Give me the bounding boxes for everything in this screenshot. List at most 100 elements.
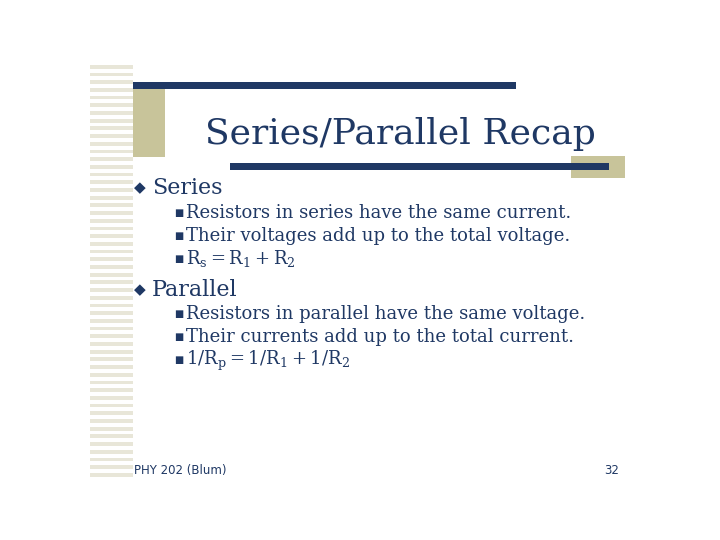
Bar [90, 165, 132, 169]
Bar [90, 200, 132, 204]
Bar [90, 300, 132, 303]
Bar [90, 173, 132, 177]
Text: Their voltages add up to the total voltage.: Their voltages add up to the total volta… [186, 227, 570, 245]
Bar [90, 338, 132, 342]
Bar [90, 303, 132, 307]
Bar [90, 80, 132, 84]
Bar [90, 253, 132, 257]
Bar [90, 450, 132, 454]
Bar [90, 92, 132, 96]
Text: ■: ■ [174, 208, 183, 218]
Bar [90, 319, 132, 323]
Bar [90, 130, 132, 134]
Bar [90, 408, 132, 411]
Bar [90, 107, 132, 111]
Text: PHY 202 (Blum): PHY 202 (Blum) [134, 464, 227, 477]
Bar [90, 427, 132, 430]
Bar [90, 354, 132, 357]
Bar [90, 103, 132, 107]
Bar [90, 111, 132, 115]
Bar [132, 82, 165, 157]
Bar [90, 192, 132, 195]
Bar [90, 88, 132, 92]
Bar [230, 164, 609, 170]
Bar [90, 150, 132, 153]
Bar [90, 473, 132, 477]
Text: ◆: ◆ [134, 282, 146, 297]
Text: 32: 32 [604, 464, 618, 477]
Bar [90, 276, 132, 280]
Bar [90, 392, 132, 396]
Bar [90, 84, 132, 88]
Bar [90, 273, 132, 276]
Text: Series: Series [152, 177, 222, 199]
Bar [90, 434, 132, 438]
Bar [90, 242, 132, 246]
Bar [90, 288, 132, 292]
Bar [90, 184, 132, 188]
Text: Parallel: Parallel [152, 279, 238, 301]
Text: ■: ■ [174, 333, 183, 342]
Bar [90, 438, 132, 442]
Bar [132, 82, 516, 89]
Bar [90, 265, 132, 269]
Bar [90, 384, 132, 388]
Bar [90, 296, 132, 300]
Bar [90, 207, 132, 211]
Text: ◆: ◆ [134, 180, 146, 195]
Bar [90, 115, 132, 119]
Bar [90, 346, 132, 350]
Bar [90, 400, 132, 403]
Bar [90, 381, 132, 384]
Bar [90, 292, 132, 296]
Bar [90, 361, 132, 365]
Text: $\mathregular{R_s = R_1 + R_2}$: $\mathregular{R_s = R_1 + R_2}$ [186, 248, 296, 269]
Text: ■: ■ [174, 355, 183, 366]
Bar [90, 330, 132, 334]
Bar [90, 307, 132, 311]
Bar [90, 403, 132, 408]
Bar [90, 269, 132, 273]
Bar [90, 419, 132, 423]
Bar [90, 465, 132, 469]
Bar [90, 469, 132, 473]
Bar [90, 222, 132, 226]
Bar [90, 334, 132, 338]
Bar [90, 415, 132, 419]
Bar [90, 342, 132, 346]
Bar [90, 180, 132, 184]
Bar [90, 96, 132, 99]
Bar [90, 280, 132, 284]
Bar [90, 246, 132, 249]
Bar [90, 177, 132, 180]
Bar [90, 461, 132, 465]
Bar [90, 157, 132, 161]
Bar [90, 188, 132, 192]
Bar [90, 411, 132, 415]
Text: Their currents add up to the total current.: Their currents add up to the total curre… [186, 328, 574, 346]
Bar [90, 195, 132, 200]
Bar [90, 369, 132, 373]
Bar [90, 365, 132, 369]
Bar [90, 231, 132, 234]
Bar [90, 377, 132, 381]
Bar [90, 134, 132, 138]
Text: $\mathregular{1/R_p = 1/R_1 + 1/R_2}$: $\mathregular{1/R_p = 1/R_1 + 1/R_2}$ [186, 348, 350, 373]
Bar [90, 211, 132, 215]
Text: ■: ■ [174, 231, 183, 241]
Text: ■: ■ [174, 254, 183, 264]
Bar [90, 123, 132, 126]
Bar [90, 477, 132, 481]
Bar [90, 396, 132, 400]
Bar [90, 373, 132, 377]
Bar [90, 446, 132, 450]
Bar [90, 430, 132, 434]
Bar [90, 72, 132, 76]
Bar [90, 311, 132, 315]
Bar [90, 153, 132, 157]
Bar [90, 69, 132, 72]
Bar [90, 119, 132, 123]
Bar [90, 65, 132, 69]
Bar [90, 442, 132, 446]
Bar [90, 161, 132, 165]
